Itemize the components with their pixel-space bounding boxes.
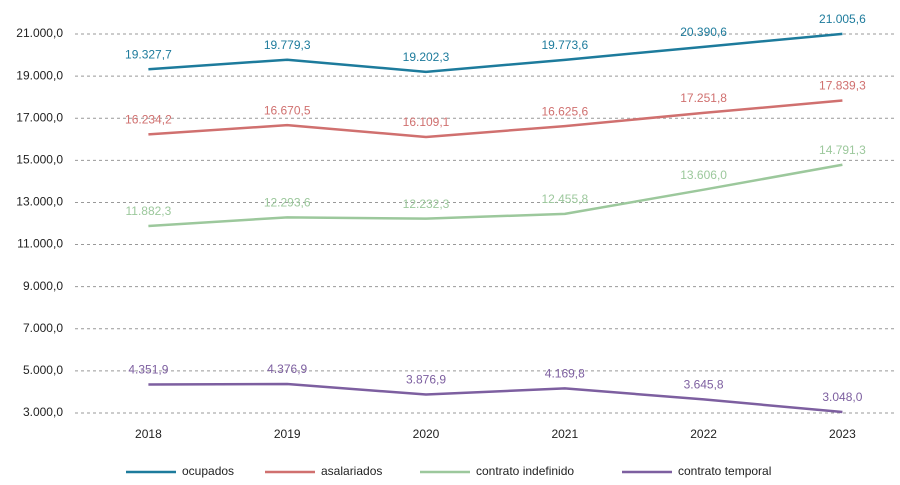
x-tick-label: 2020: [413, 427, 440, 441]
value-label: 20.390,6: [680, 25, 727, 39]
value-label: 3.876,9: [406, 373, 446, 387]
value-label: 3.645,8: [684, 378, 724, 392]
y-tick-label: 19.000,0: [16, 68, 63, 82]
y-tick-label: 21.000,0: [16, 26, 63, 40]
y-tick-label: 13.000,0: [16, 195, 63, 209]
legend-label: asalariados: [321, 464, 382, 478]
x-tick-label: 2019: [274, 427, 301, 441]
y-tick-label: 3.000,0: [23, 405, 63, 419]
value-label: 4.376,9: [267, 362, 307, 376]
value-label: 19.779,3: [264, 38, 311, 52]
value-label: 16.670,5: [264, 103, 311, 117]
legend-label: contrato indefinido: [476, 464, 574, 478]
series-line: [148, 99, 843, 139]
value-label: 21.005,6: [819, 12, 866, 26]
series-line: [148, 32, 843, 74]
series-line: [148, 382, 843, 414]
x-tick-label: 2022: [690, 427, 717, 441]
value-label: 4.351,9: [128, 363, 168, 377]
value-label: 12.293,6: [264, 195, 311, 209]
value-label: 12.232,3: [403, 197, 450, 211]
legend-label: ocupados: [182, 464, 234, 478]
value-label: 13.606,0: [680, 168, 727, 182]
x-tick-label: 2023: [829, 427, 856, 441]
value-label: 16.234,2: [125, 113, 172, 127]
value-label: 16.109,1: [403, 115, 450, 129]
x-tick-label: 2018: [135, 427, 162, 441]
value-label: 17.251,8: [680, 91, 727, 105]
y-tick-label: 9.000,0: [23, 279, 63, 293]
value-label: 19.327,7: [125, 47, 172, 61]
value-label: 3.048,0: [822, 390, 862, 404]
value-label: 11.882,3: [125, 204, 171, 218]
y-tick-label: 15.000,0: [16, 153, 63, 167]
value-label: 19.773,6: [541, 38, 588, 52]
value-label: 4.169,8: [545, 367, 585, 381]
y-tick-label: 11.000,0: [17, 237, 63, 251]
value-label: 16.625,6: [541, 104, 588, 118]
y-tick-label: 5.000,0: [23, 363, 63, 377]
value-label: 17.839,3: [819, 79, 866, 93]
value-label: 19.202,3: [403, 50, 450, 64]
series-line: [148, 163, 843, 228]
value-label: 12.455,8: [541, 192, 588, 206]
y-tick-label: 7.000,0: [23, 321, 63, 335]
y-tick-label: 17.000,0: [16, 110, 63, 124]
x-tick-label: 2021: [551, 427, 578, 441]
legend-label: contrato temporal: [678, 464, 771, 478]
value-label: 14.791,3: [819, 143, 866, 157]
